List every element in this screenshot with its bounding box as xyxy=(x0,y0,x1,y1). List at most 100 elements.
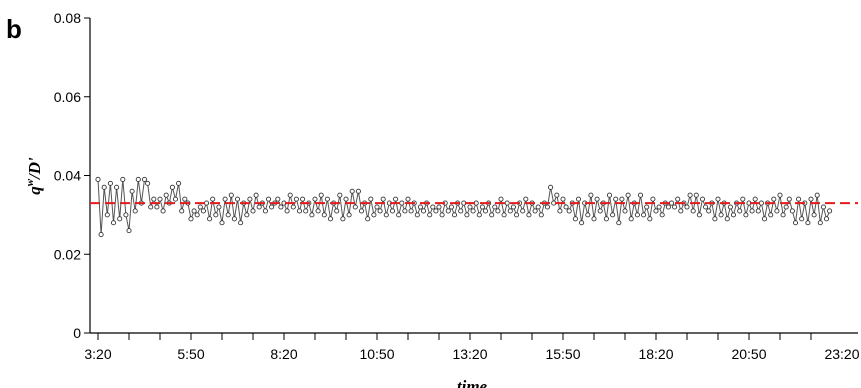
data-point xyxy=(389,208,396,214)
data-point xyxy=(644,204,650,210)
data-series xyxy=(95,176,833,238)
data-point xyxy=(464,212,470,218)
data-point xyxy=(563,204,569,210)
data-point xyxy=(718,212,724,218)
data-point xyxy=(154,204,160,210)
data-point xyxy=(665,204,671,210)
x-axis-ticks: 3:20 5:50 8:20 10:50 13:20 15:50 18:20 20:50 23:… xyxy=(84,333,860,362)
data-point xyxy=(358,208,365,214)
data-point xyxy=(262,208,268,214)
data-point xyxy=(194,212,200,218)
data-point xyxy=(566,208,572,214)
data-point xyxy=(495,208,501,214)
data-point xyxy=(535,204,541,210)
data-point xyxy=(222,196,228,202)
data-point xyxy=(219,220,225,226)
data-point xyxy=(275,196,281,202)
x-tick-label: 5:50 xyxy=(177,346,204,362)
data-point xyxy=(238,220,244,226)
data-point xyxy=(169,184,175,190)
data-point xyxy=(151,196,157,202)
data-point xyxy=(396,212,402,218)
data-point xyxy=(337,192,343,198)
data-point xyxy=(532,208,538,214)
data-point xyxy=(625,192,631,198)
data-point xyxy=(374,204,380,210)
data-point xyxy=(458,208,464,214)
y-tick-label: 0.02 xyxy=(54,246,81,262)
data-point xyxy=(145,180,151,186)
data-point xyxy=(504,200,510,206)
y-axis-ticks: 0 0.02 0.04 0.06 0.08 xyxy=(54,10,90,341)
data-point xyxy=(817,220,823,226)
data-point xyxy=(265,196,272,202)
series-line xyxy=(97,178,831,235)
data-point xyxy=(827,208,833,214)
data-point xyxy=(148,204,154,210)
data-point xyxy=(197,204,203,210)
data-point xyxy=(616,220,622,226)
data-point xyxy=(668,200,675,206)
data-point xyxy=(408,208,414,214)
data-point xyxy=(430,204,436,210)
data-point xyxy=(659,212,665,218)
data-point xyxy=(656,204,662,210)
data-point xyxy=(538,212,544,218)
data-point xyxy=(724,216,730,222)
data-point xyxy=(687,192,693,198)
data-point xyxy=(820,204,826,210)
x-tick-label: 15:50 xyxy=(545,346,580,362)
data-point xyxy=(114,184,120,190)
data-point xyxy=(715,196,721,202)
data-point xyxy=(451,212,458,218)
data-point xyxy=(300,196,306,202)
data-point xyxy=(811,212,817,218)
x-tick-label: 8:20 xyxy=(270,346,297,362)
data-point xyxy=(157,196,163,202)
data-point xyxy=(269,204,275,210)
data-point xyxy=(284,208,290,214)
data-point xyxy=(796,196,802,202)
data-point xyxy=(343,196,349,202)
x-axis-title: time xyxy=(457,377,488,388)
data-point xyxy=(104,212,110,218)
data-point xyxy=(365,216,371,222)
data-point xyxy=(290,204,296,210)
data-point xyxy=(606,192,613,198)
data-point xyxy=(420,208,427,214)
data-point xyxy=(98,232,104,238)
data-point xyxy=(610,212,616,218)
data-point xyxy=(371,212,377,218)
data-point xyxy=(349,188,355,194)
data-point xyxy=(179,208,185,214)
data-point xyxy=(808,196,814,202)
data-point xyxy=(445,208,451,214)
data-point xyxy=(526,212,532,218)
data-point xyxy=(296,208,303,214)
data-point xyxy=(287,192,293,198)
data-point xyxy=(743,212,749,218)
panel-label: b xyxy=(6,14,22,44)
data-point xyxy=(727,204,733,210)
data-point xyxy=(641,212,647,218)
data-point xyxy=(225,212,231,218)
data-point xyxy=(141,176,148,182)
data-point xyxy=(594,196,600,202)
data-point xyxy=(470,208,476,214)
y-tick-label: 0 xyxy=(73,325,81,341)
data-point xyxy=(523,196,529,202)
data-point xyxy=(579,220,585,226)
data-point xyxy=(699,196,706,202)
data-point xyxy=(132,208,138,214)
data-point xyxy=(256,204,262,210)
data-point xyxy=(247,196,253,202)
data-point xyxy=(706,208,712,214)
data-point xyxy=(774,208,780,214)
data-point xyxy=(647,216,653,222)
data-point xyxy=(312,196,318,202)
data-point xyxy=(789,208,795,214)
data-point xyxy=(628,216,634,222)
data-point xyxy=(507,208,513,214)
data-point xyxy=(560,196,566,202)
